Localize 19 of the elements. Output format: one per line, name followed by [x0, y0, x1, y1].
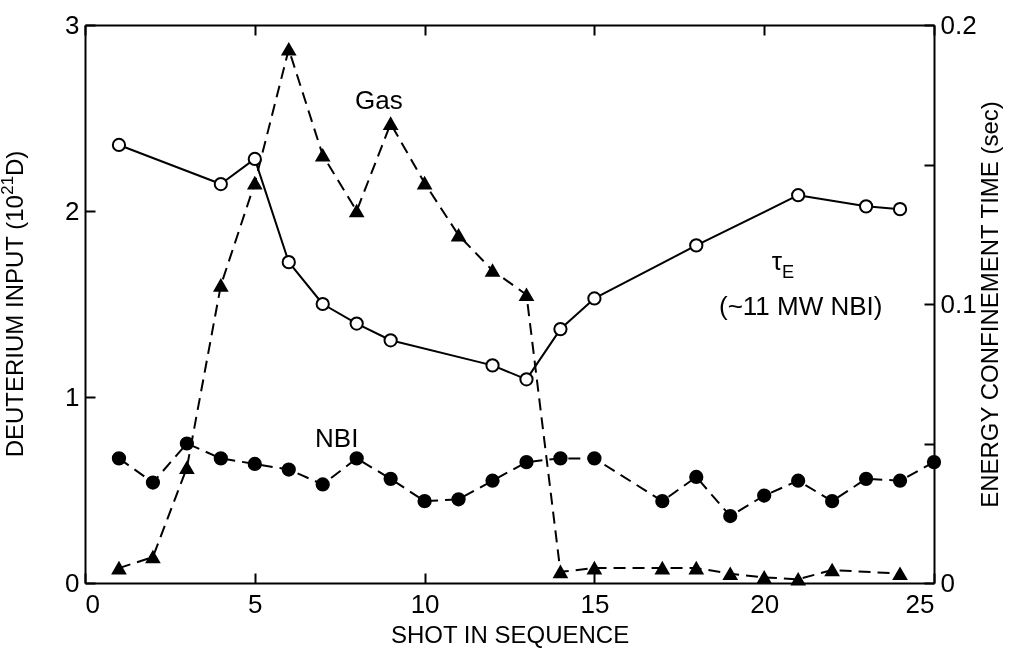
y2-tick-label: 0.1 [940, 288, 977, 319]
y2-axis-title: ENERGY CONFINEMENT TIME (sec) [975, 101, 1003, 508]
y2-tick-label: 0.2 [940, 9, 977, 40]
x-tick-label: 0 [85, 588, 100, 619]
y-tick-label: 2 [65, 195, 80, 226]
annotation: (~11 MW NBI) [718, 291, 883, 321]
y-axis-title: DEUTERIUM INPUT (1021D) [0, 150, 28, 458]
y-tick-label: 1 [65, 381, 80, 412]
x-tick-label: 20 [750, 588, 780, 619]
y-tick-label: 3 [65, 9, 80, 40]
x-tick-label: 15 [580, 588, 610, 619]
x-tick-label: 10 [410, 588, 440, 619]
y-tick-label: 0 [65, 567, 80, 598]
series-label: NBI [315, 423, 359, 453]
x-tick-label: 25 [905, 588, 935, 619]
y2-tick-label: 0 [940, 567, 955, 598]
x-axis-title: SHOT IN SEQUENCE [390, 620, 630, 648]
x-tick-label: 5 [248, 588, 263, 619]
series-label: Gas [354, 85, 403, 115]
